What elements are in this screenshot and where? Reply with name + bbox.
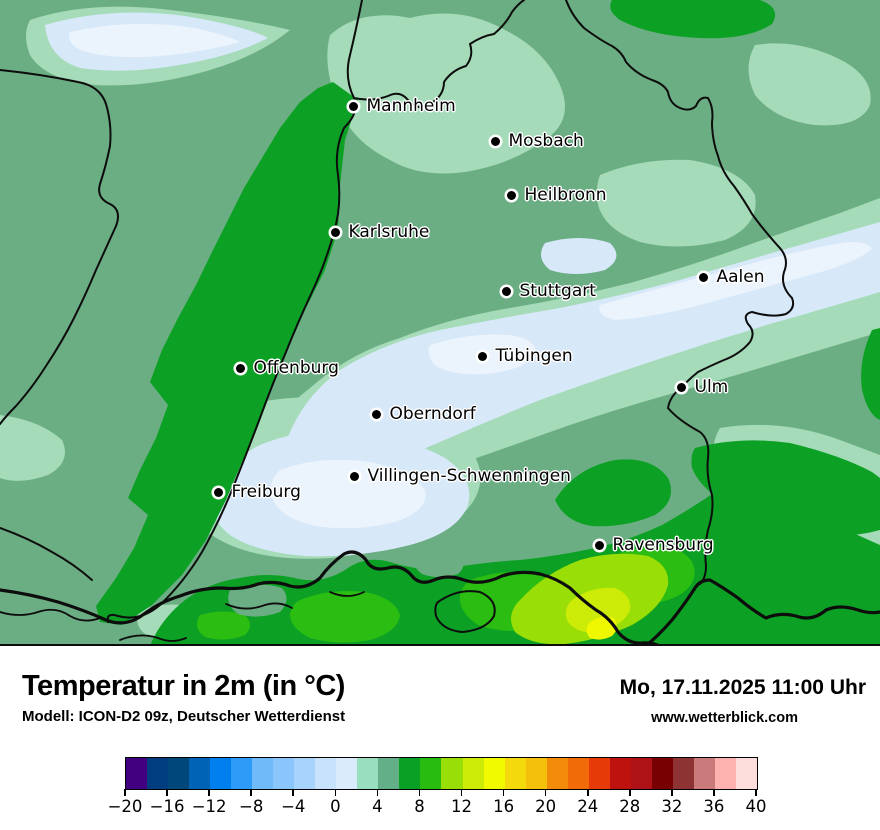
- colorbar-segment: [462, 758, 484, 789]
- border-cantons-4: [329, 591, 365, 597]
- colorbar-segment: [231, 758, 253, 789]
- border-left-lower: [0, 527, 93, 581]
- colorbar-segment: [630, 758, 652, 789]
- colorbar-segment: [609, 758, 631, 789]
- colorbar-segment: [672, 758, 694, 789]
- border-cantons-3: [225, 602, 293, 610]
- colorbar-segment: [147, 758, 169, 789]
- page-title: Temperatur in 2m (in °C): [22, 670, 345, 702]
- colorbar-segment: [378, 758, 400, 789]
- colorbar-segment: [315, 758, 337, 789]
- temperature-colorbar: [125, 757, 758, 790]
- colorbar-segment: [714, 758, 736, 789]
- colorbar-segment: [546, 758, 568, 789]
- model-info: Modell: ICON-D2 09z, Deutscher Wetterdie…: [22, 708, 346, 725]
- border-switzerland: [0, 550, 662, 646]
- temperature-map-svg: [0, 0, 880, 646]
- colorbar-segment: [336, 758, 358, 789]
- colorbar-segment: [588, 758, 610, 789]
- border-enclave: [434, 590, 496, 633]
- colorbar-segment: [273, 758, 295, 789]
- colorbar-segment: [504, 758, 526, 789]
- colorbar-segment: [294, 758, 316, 789]
- colorbar-segment: [126, 758, 148, 789]
- colorbar-segment: [441, 758, 463, 789]
- colorbar-segment: [483, 758, 505, 789]
- colorbar-segment: [567, 758, 589, 789]
- border-austria: [646, 578, 880, 646]
- caption-area: Temperatur in 2m (in °C) Modell: ICON-D2…: [0, 646, 880, 830]
- colorbar-segment: [735, 758, 757, 789]
- website-credit: www.wetterblick.com: [651, 710, 798, 726]
- colorbar-segment: [357, 758, 379, 789]
- colorbar-segment: [420, 758, 442, 789]
- border-rlp: [0, 69, 119, 425]
- border-hesse: [353, 0, 525, 109]
- border-bavaria: [565, 0, 795, 585]
- border-cantons-2: [119, 634, 187, 642]
- country-borders: [0, 0, 880, 646]
- colorbar-segment: [525, 758, 547, 789]
- temperature-map: Mannheim Mosbach Heilbronn Karlsruhe Stuttga…: [0, 0, 880, 646]
- border-cantons-1: [0, 608, 101, 622]
- colorbar-segment: [693, 758, 715, 789]
- colorbar-segment: [210, 758, 232, 789]
- colorbar-segment: [252, 758, 274, 789]
- valid-datetime: Mo, 17.11.2025 11:00 Uhr: [619, 676, 866, 699]
- colorbar-segment: [399, 758, 421, 789]
- colorbar-segment: [168, 758, 190, 789]
- colorbar-segment: [189, 758, 211, 789]
- colorbar-segment: [651, 758, 673, 789]
